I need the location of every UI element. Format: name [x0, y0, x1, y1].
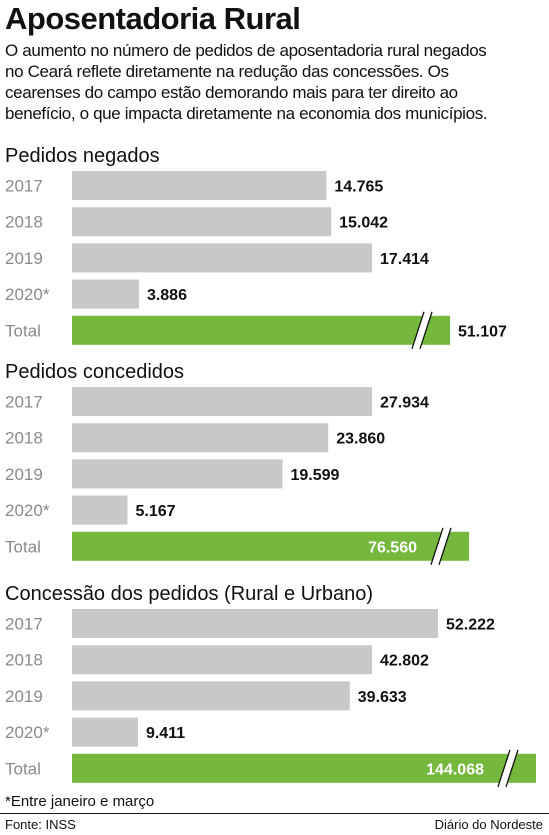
total-bar [72, 315, 450, 345]
intro-line: benefício, o que impacta diretamente na … [5, 104, 488, 123]
axis-break-line [505, 749, 519, 788]
publisher-credit: Diário do Nordeste [434, 817, 543, 832]
category-label: Total [5, 759, 41, 778]
bar [72, 495, 128, 525]
category-label: 2017 [5, 393, 43, 412]
axis-break-line [438, 527, 452, 566]
value-label: 3.886 [147, 287, 187, 304]
category-label: 2018 [5, 651, 43, 670]
category-label: 2019 [5, 687, 43, 706]
category-label: Total [5, 321, 41, 340]
value-label: 52.222 [446, 617, 495, 634]
value-label: 27.934 [380, 395, 429, 412]
intro-text: O aumento no número de pedidos de aposen… [5, 40, 545, 124]
category-label: Total [5, 537, 41, 556]
total-bar [72, 753, 536, 783]
bar [72, 717, 138, 747]
intro-line: O aumento no número de pedidos de aposen… [5, 41, 487, 60]
bar [72, 609, 438, 638]
bar [72, 279, 139, 309]
axis-break-line [430, 527, 444, 566]
category-label: 2017 [5, 177, 43, 196]
bar [72, 423, 329, 453]
category-label: 2018 [5, 213, 43, 232]
footnote: *Entre janeiro e março [5, 793, 155, 810]
category-label: 2017 [5, 615, 43, 634]
value-label: 51.107 [458, 323, 507, 340]
section-title: Concessão dos pedidos (Rural e Urbano) [5, 583, 373, 605]
bar [72, 171, 327, 200]
value-label: 144.068 [426, 761, 484, 778]
value-label: 76.560 [368, 539, 417, 556]
category-label: 2020* [5, 285, 50, 304]
value-label: 5.167 [135, 503, 175, 520]
axis-break-line [419, 311, 433, 350]
section-title: Pedidos negados [5, 145, 160, 167]
bar [72, 207, 332, 237]
intro-line: no Ceará reflete diretamente na redução … [5, 62, 449, 81]
axis-break-gap [431, 527, 451, 565]
value-label: 42.802 [380, 653, 429, 670]
value-label: 19.599 [290, 467, 339, 484]
value-label: 15.042 [339, 215, 388, 232]
axis-break-line [411, 311, 425, 350]
bar [72, 387, 372, 416]
value-label: 17.414 [380, 251, 429, 268]
divider [0, 813, 549, 814]
category-label: 2019 [5, 465, 43, 484]
value-label: 23.860 [336, 431, 385, 448]
category-label: 2020* [5, 723, 50, 742]
intro-line: cearenses do campo estão demorando mais … [5, 83, 458, 102]
category-label: 2020* [5, 501, 50, 520]
source-note: Fonte: INSS [5, 817, 76, 832]
axis-break-gap [412, 311, 432, 349]
total-bar [72, 531, 469, 561]
bar [72, 243, 372, 273]
category-label: 2019 [5, 249, 43, 268]
section-title: Pedidos concedidos [5, 361, 184, 383]
bar [72, 645, 372, 675]
axis-break-line [497, 749, 511, 788]
value-label: 9.411 [146, 725, 185, 742]
bar [72, 681, 350, 711]
category-label: 2018 [5, 429, 43, 448]
bar [72, 459, 283, 489]
axis-break-gap [498, 749, 518, 787]
value-label: 14.765 [334, 179, 383, 196]
value-label: 39.633 [358, 689, 407, 706]
chart-title: Aposentadoria Rural [5, 1, 301, 36]
